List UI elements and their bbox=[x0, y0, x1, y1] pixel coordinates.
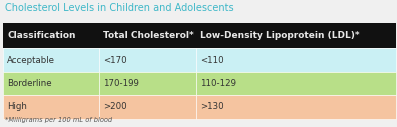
Bar bbox=[3, 48, 100, 72]
Bar bbox=[100, 23, 196, 48]
Text: >200: >200 bbox=[104, 102, 127, 112]
Bar bbox=[3, 23, 100, 48]
Bar bbox=[196, 72, 396, 95]
Text: Acceptable: Acceptable bbox=[7, 55, 55, 65]
Bar bbox=[3, 72, 100, 95]
Text: Classification: Classification bbox=[7, 31, 76, 40]
Text: Total Cholesterol*: Total Cholesterol* bbox=[104, 31, 194, 40]
Text: <110: <110 bbox=[200, 55, 224, 65]
Bar bbox=[100, 95, 196, 119]
Text: *Milligrams per 100 mL of blood: *Milligrams per 100 mL of blood bbox=[5, 117, 112, 123]
Text: 170-199: 170-199 bbox=[104, 79, 139, 88]
Bar bbox=[100, 48, 196, 72]
Bar bbox=[3, 95, 100, 119]
Text: High: High bbox=[7, 102, 27, 112]
Bar bbox=[196, 95, 396, 119]
Text: Low-Density Lipoprotein (LDL)*: Low-Density Lipoprotein (LDL)* bbox=[200, 31, 359, 40]
Text: <170: <170 bbox=[104, 55, 127, 65]
Text: >130: >130 bbox=[200, 102, 224, 112]
Text: 110-129: 110-129 bbox=[200, 79, 236, 88]
Bar bbox=[100, 72, 196, 95]
Text: Cholesterol Levels in Children and Adolescents: Cholesterol Levels in Children and Adole… bbox=[5, 3, 234, 13]
Text: Borderline: Borderline bbox=[7, 79, 52, 88]
Bar bbox=[196, 48, 396, 72]
Bar bbox=[196, 23, 396, 48]
